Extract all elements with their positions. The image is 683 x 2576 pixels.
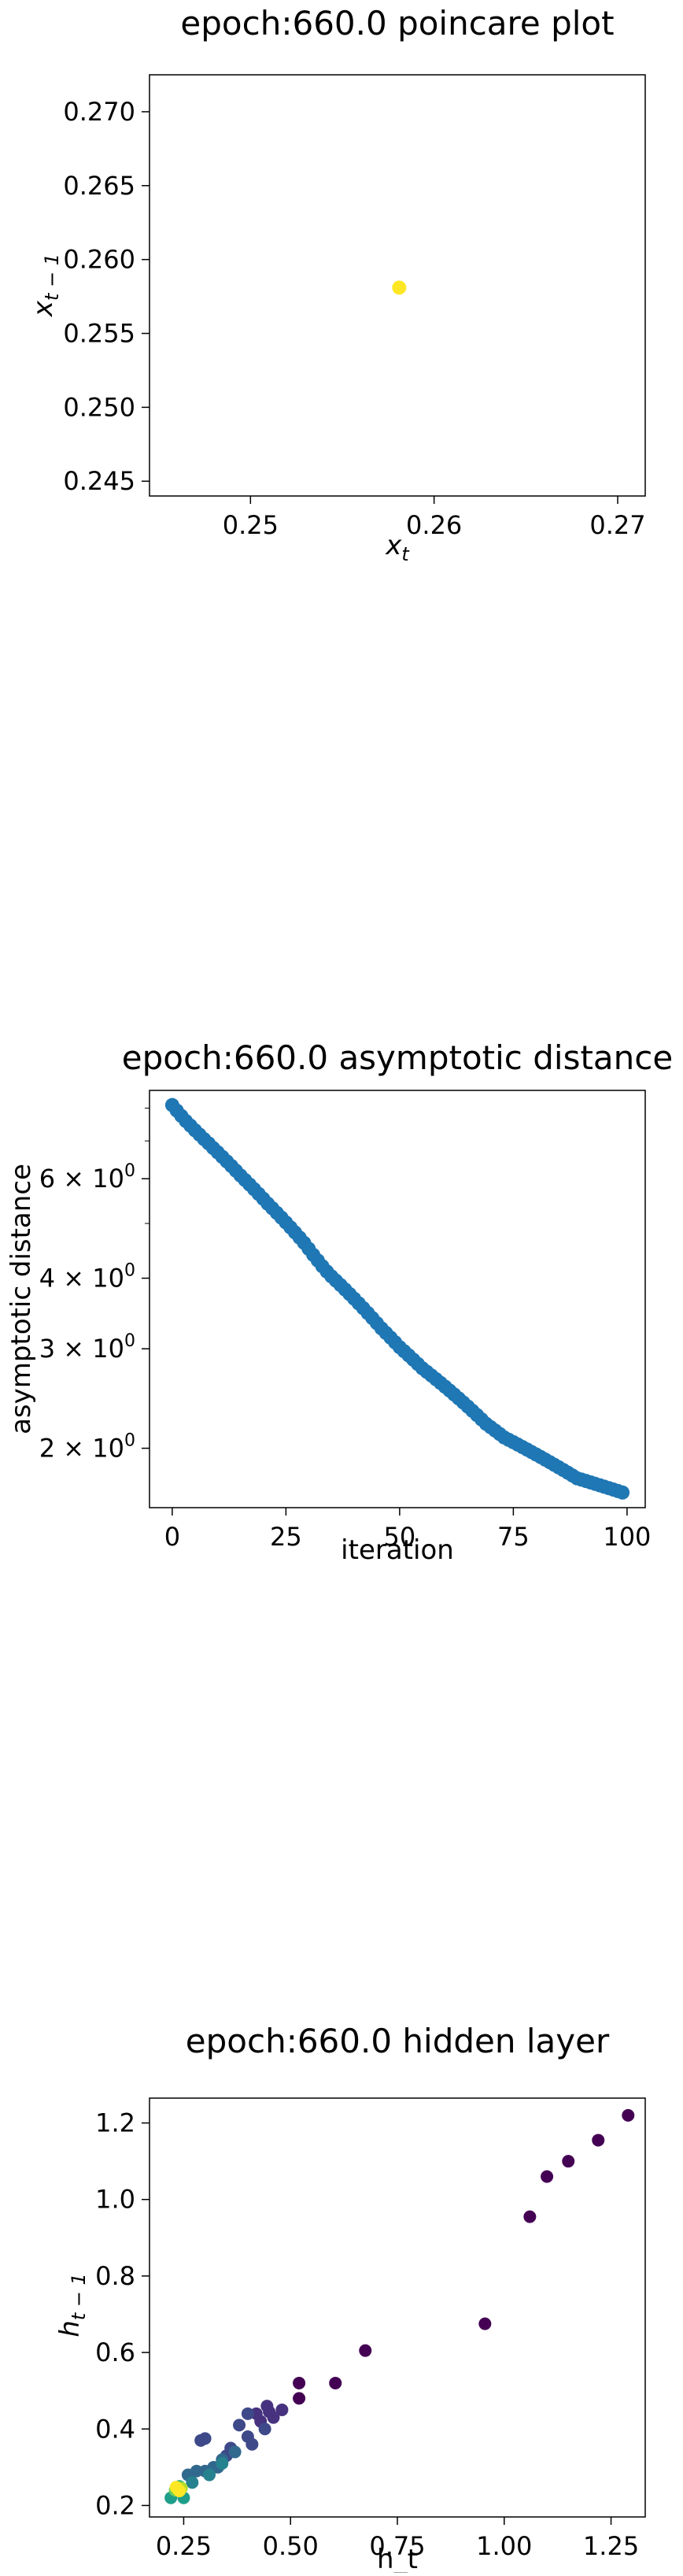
data-point — [523, 2210, 537, 2223]
data-point — [258, 2422, 271, 2436]
data-point — [329, 2376, 342, 2389]
plot-frame — [149, 1090, 646, 1508]
x-tick-label: 0.26 — [406, 510, 462, 540]
y-axis-label: ht − 1 — [54, 2273, 90, 2337]
hidden-layer-svg: 0.25 0.50 0.75 1.00 1.25 0.2 0.4 0.6 0.8 1.0 1.2 e… — [54, 2022, 646, 2575]
data-point — [228, 2445, 242, 2459]
hidden-layer-chart: 0.25 0.50 0.75 1.00 1.25 0.2 0.4 0.6 0.8 1.0 1.2 e… — [0, 2008, 683, 2575]
data-point — [194, 2434, 208, 2447]
y-tick-label: 0.265 — [63, 171, 135, 201]
data-point — [267, 2411, 280, 2424]
x-tick-label: 0.50 — [263, 2531, 319, 2561]
chart-title: epoch:660.0 asymptotic distance — [122, 1038, 673, 1077]
poincare-plot-svg: 0.25 0.26 0.27 0.245 0.250 0.255 0.260 0.265 0.2… — [28, 4, 646, 565]
asymptotic-distance-marks: 0 25 50 75 100 2 × 100 3 × 100 4 × 100 6 × 100 — [39, 1097, 651, 1552]
y-tick-label: 0.270 — [63, 97, 135, 127]
data-point — [216, 2456, 229, 2470]
y-tick-label: 0.245 — [63, 466, 135, 496]
data-point — [478, 2317, 492, 2330]
x-tick-label: 1.00 — [476, 2531, 532, 2561]
x-tick-label: 1.25 — [583, 2531, 639, 2561]
y-tick-label: 1.2 — [95, 2108, 135, 2138]
data-point — [186, 2476, 199, 2489]
y-tick-label: 6 × 100 — [39, 1161, 135, 1194]
x-tick-label: 75 — [497, 1522, 530, 1552]
x-tick-label: 0.25 — [223, 510, 279, 540]
y-tick-label: 2 × 100 — [39, 1431, 135, 1464]
y-tick-label: 0.255 — [63, 319, 135, 349]
y-tick-label: 0.260 — [63, 245, 135, 275]
chart-title: epoch:660.0 poincare plot — [180, 4, 614, 43]
data-point — [541, 2170, 554, 2183]
poincare-plot-marks: 0.25 0.26 0.27 0.245 0.250 0.255 0.260 0.265 0.2… — [63, 97, 645, 540]
x-tick-label: 0.75 — [369, 2531, 425, 2561]
y-tick-label: 0.4 — [95, 2414, 135, 2444]
asymptotic-distance-chart: 0 25 50 75 100 2 × 100 3 × 100 4 × 100 6 × 100 e… — [0, 1023, 683, 1575]
data-point — [233, 2419, 246, 2432]
plot-frame — [149, 74, 646, 497]
x-tick-label: 0.25 — [156, 2531, 212, 2561]
data-point — [241, 2407, 254, 2420]
data-point — [203, 2468, 216, 2482]
x-tick-label: 0 — [164, 1522, 180, 1552]
y-tick-label: 0.250 — [63, 392, 135, 422]
chart-title: epoch:660.0 hidden layer — [186, 2022, 610, 2060]
y-axis-label: xt − 1 — [28, 254, 63, 317]
y-tick-label: 0.8 — [95, 2261, 135, 2291]
data-point — [293, 2376, 306, 2389]
data-point — [359, 2344, 372, 2357]
data-point — [275, 2403, 289, 2416]
y-tick-label: 0.2 — [95, 2490, 135, 2520]
data-point — [293, 2392, 306, 2405]
asymptotic-distance-svg: 0 25 50 75 100 2 × 100 3 × 100 4 × 100 6 × 100 e… — [6, 1038, 673, 1566]
poincare-plot-chart: 0.25 0.26 0.27 0.245 0.250 0.255 0.260 0.265 0.2… — [0, 0, 683, 598]
data-point — [622, 2108, 635, 2122]
x-tick-label: 50 — [384, 1522, 416, 1552]
x-tick-label: 0.27 — [589, 510, 645, 540]
data-point — [592, 2134, 605, 2147]
y-tick-label: 4 × 100 — [39, 1261, 135, 1294]
y-tick-label: 1.0 — [95, 2185, 135, 2215]
data-point — [171, 2482, 184, 2496]
x-axis-label: iteration — [341, 1534, 454, 1566]
y-tick-label: 3 × 100 — [39, 1331, 135, 1364]
data-point — [615, 1485, 630, 1500]
hidden-layer-marks: 0.25 0.50 0.75 1.00 1.25 0.2 0.4 0.6 0.8 1.0 1.2 — [95, 2108, 639, 2561]
data-point — [562, 2155, 575, 2168]
x-axis-label: h_t — [377, 2544, 418, 2573]
data-point — [260, 2400, 274, 2413]
data-point — [246, 2437, 259, 2451]
data-point — [392, 280, 407, 295]
y-axis-label: asymptotic distance — [6, 1164, 37, 1434]
y-tick-label: 0.6 — [95, 2337, 135, 2367]
plot-frame — [149, 2097, 646, 2518]
x-tick-label: 25 — [270, 1522, 302, 1552]
x-tick-label: 100 — [603, 1522, 651, 1552]
